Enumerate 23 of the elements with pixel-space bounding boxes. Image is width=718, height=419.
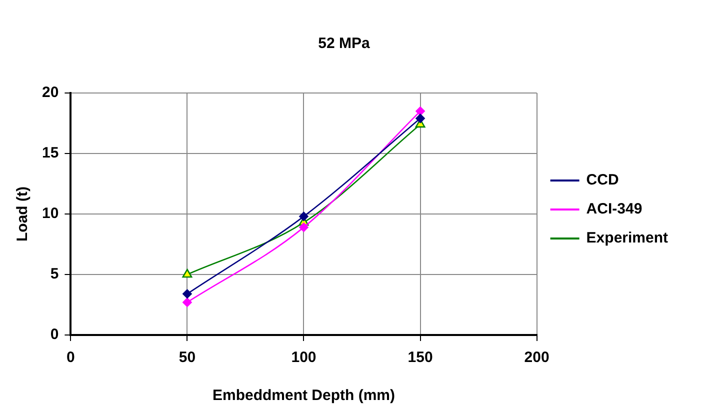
x-tick-label: 0 [66, 349, 75, 366]
y-axis-title: Load (t) [14, 186, 32, 242]
x-tick-label: 100 [291, 349, 316, 366]
point [182, 298, 192, 307]
point [299, 212, 308, 222]
legend-label: ACI-349 [586, 200, 642, 218]
x-tick-label: 150 [408, 349, 433, 366]
point [416, 106, 425, 116]
chart-title: 52 MPa [318, 35, 370, 52]
point [182, 268, 192, 278]
y-tick-label: 20 [42, 84, 59, 102]
point [416, 114, 425, 124]
point [182, 289, 192, 299]
point [299, 222, 308, 232]
legend-label: CCD [586, 172, 619, 189]
y-tick-label: 10 [42, 205, 59, 222]
x-tick-label: 200 [524, 349, 550, 366]
x-tick-label: 50 [178, 349, 196, 366]
legend-label: Experiment [586, 230, 668, 247]
y-tick-label: 15 [42, 144, 59, 162]
x-axis-title: Embeddment Depth (mm) [212, 387, 396, 404]
y-tick-label: 5 [50, 266, 59, 283]
y-tick-label: 0 [50, 326, 59, 344]
